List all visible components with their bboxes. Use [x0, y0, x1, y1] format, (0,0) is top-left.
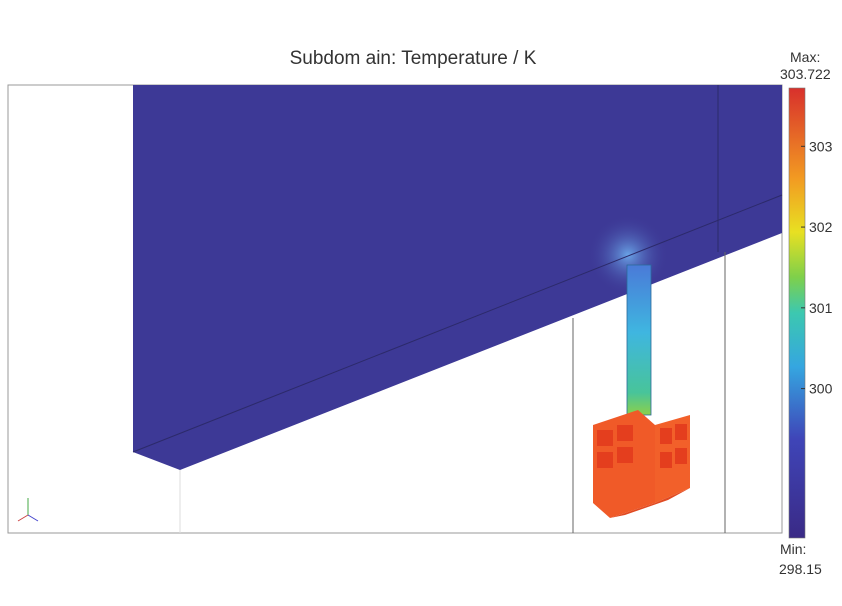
colorbar-tick-label: 301: [809, 300, 833, 316]
colorbar-tick-label: 300: [809, 381, 833, 397]
plot-view: Subdom ain: Temperature / K Max: 303.722…: [0, 0, 842, 601]
max-label: Max:: [790, 49, 820, 65]
heat-rod: [627, 265, 651, 415]
colorbar-tick-label: 303: [809, 138, 833, 154]
colorbar: [789, 88, 805, 538]
colorbar-tick-label: 302: [809, 219, 833, 235]
max-value: 303.722: [780, 66, 831, 82]
plot-title: Subdom ain: Temperature / K: [290, 48, 537, 69]
min-label: Min:: [780, 541, 806, 557]
min-value: 298.15: [779, 561, 822, 577]
